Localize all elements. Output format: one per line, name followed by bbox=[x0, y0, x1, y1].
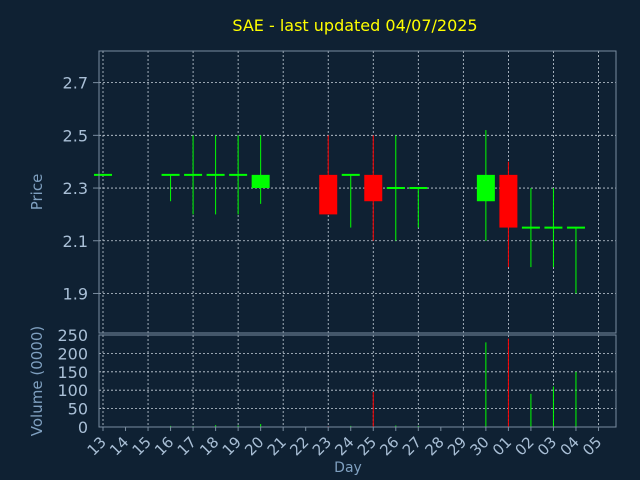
volume-tick-label: 50 bbox=[68, 400, 88, 419]
price-panel-frame bbox=[98, 50, 617, 334]
price-tick-label: 2.7 bbox=[63, 74, 88, 93]
candle-body bbox=[476, 174, 495, 202]
volume-grid bbox=[99, 334, 616, 428]
chart-title: SAE - last updated 04/07/2025 bbox=[232, 16, 477, 35]
price-tick-label: 2.5 bbox=[63, 126, 88, 145]
candlestick-series bbox=[94, 130, 585, 294]
candle-body bbox=[364, 174, 383, 202]
candle-body bbox=[499, 174, 518, 228]
volume-axis-label: Volume (0000) bbox=[28, 326, 46, 436]
x-axis-label: Day bbox=[334, 460, 362, 476]
price-tick-label: 2.1 bbox=[63, 232, 88, 251]
price-axis-label: Price bbox=[28, 174, 46, 211]
candle-body bbox=[319, 174, 338, 215]
volume-tick-label: 100 bbox=[57, 381, 88, 400]
price-grid bbox=[99, 51, 616, 333]
volume-panel-frame bbox=[98, 334, 617, 428]
price-tick-label: 1.9 bbox=[63, 284, 88, 303]
day-tick-label: 05 bbox=[579, 433, 605, 459]
volume-tick-label: 250 bbox=[57, 326, 88, 345]
volume-tick-label: 0 bbox=[78, 418, 88, 437]
volume-tick-label: 150 bbox=[57, 363, 88, 382]
volume-tick-label: 200 bbox=[57, 344, 88, 363]
volume-bar-series bbox=[170, 338, 577, 427]
candle-body bbox=[251, 174, 270, 189]
day-tick-labels: 1314151617181920212223242526272829300102… bbox=[84, 427, 605, 459]
price-tick-labels: 1.9 2.1 2.3 2.5 2.7 bbox=[63, 74, 99, 303]
price-tick-label: 2.3 bbox=[63, 179, 88, 198]
